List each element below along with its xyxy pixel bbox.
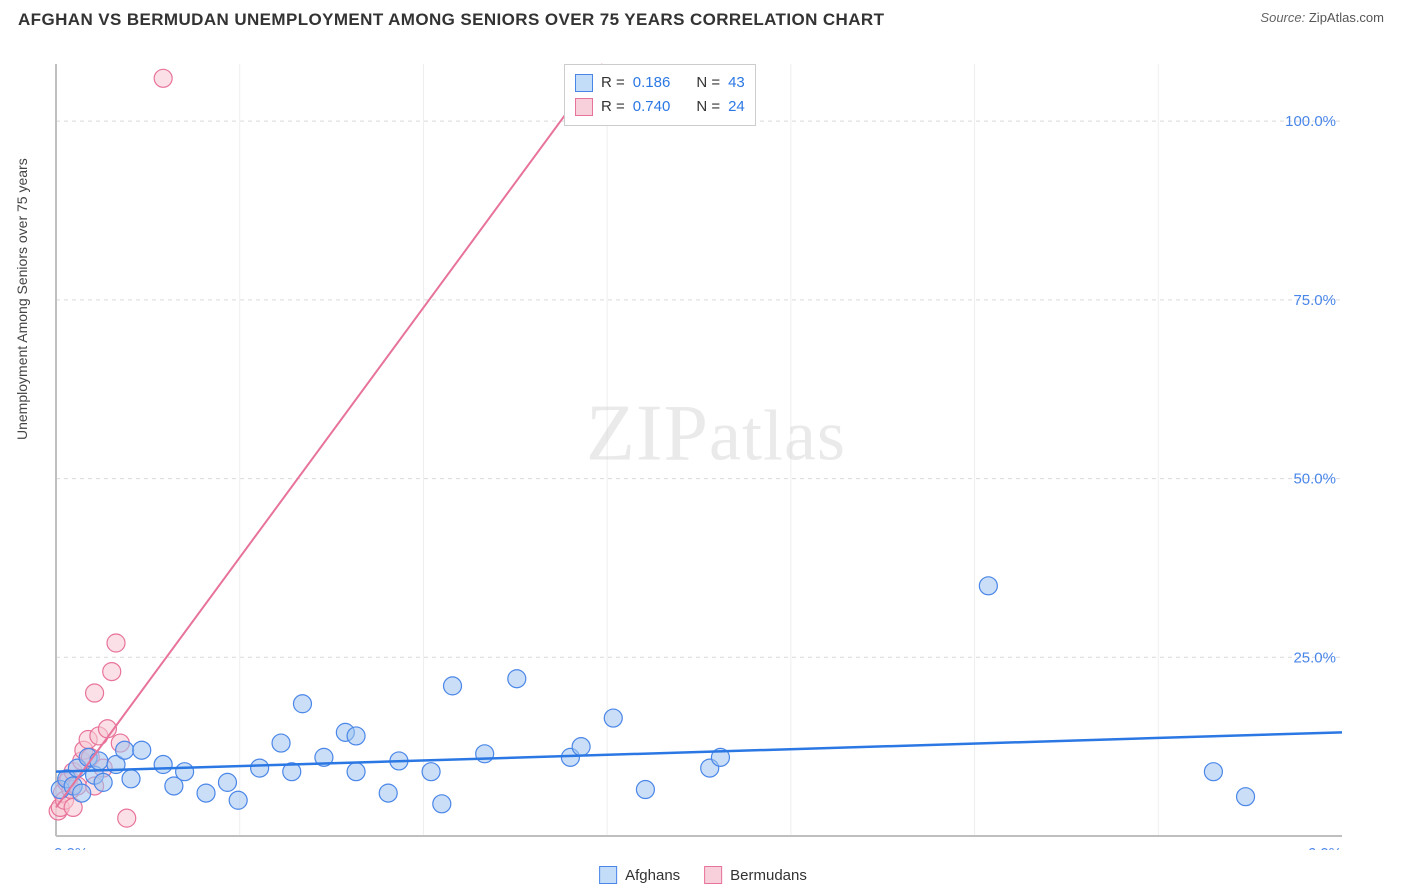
data-point [229,791,247,809]
data-point [293,695,311,713]
n-value: 24 [728,95,745,119]
y-tick-label: 50.0% [1293,471,1336,488]
trend-line [56,64,603,807]
data-point [433,795,451,813]
legend-label: Afghans [625,867,680,884]
n-value: 43 [728,71,745,95]
data-point [197,784,215,802]
y-axis-label: Unemployment Among Seniors over 75 years [14,158,30,440]
n-label: N = [696,71,720,95]
source-value: ZipAtlas.com [1309,10,1384,25]
data-point [218,773,236,791]
y-tick-label: 25.0% [1293,649,1336,666]
data-point [979,577,997,595]
scatter-chart-svg: 25.0% 50.0% 75.0% 100.0% 0.0% 6.0% [48,50,1384,850]
r-value: 0.740 [633,95,671,119]
data-point [133,741,151,759]
r-value: 0.186 [633,71,671,95]
data-point [154,756,172,774]
legend-swatch-icon [599,866,617,884]
y-tick-label: 75.0% [1293,292,1336,309]
data-point [476,745,494,763]
stat-row: R = 0.740 N = 24 [575,95,745,119]
data-point [636,781,654,799]
source-label: Source: [1260,10,1305,25]
data-point [122,770,140,788]
data-point [251,759,269,777]
x-tick-label: 6.0% [1308,845,1342,850]
x-tick-label: 0.0% [54,845,88,850]
data-point [154,69,172,87]
chart-area: 25.0%50.0%75.0%100.0%0.0%6.0% ZIPatlas R… [48,50,1384,850]
data-point [116,741,134,759]
data-point [347,727,365,745]
data-point [94,773,112,791]
n-label: N = [696,95,720,119]
r-label: R = [601,95,625,119]
data-point [1204,763,1222,781]
legend-swatch-icon [575,98,593,116]
data-point [572,738,590,756]
chart-header: AFGHAN VS BERMUDAN UNEMPLOYMENT AMONG SE… [0,0,1406,30]
data-point [90,752,108,770]
legend-item: Bermudans [704,866,807,884]
series-legend: Afghans Bermudans [599,866,807,884]
data-point [176,763,194,781]
data-point [118,809,136,827]
data-point [422,763,440,781]
legend-swatch-icon [575,74,593,92]
chart-title: AFGHAN VS BERMUDAN UNEMPLOYMENT AMONG SE… [18,10,884,30]
correlation-stats-box: R = 0.186 N = 43 R = 0.740 N = 24 [564,64,756,126]
data-point [86,684,104,702]
data-point [604,709,622,727]
data-point [272,734,290,752]
data-point [103,663,121,681]
legend-label: Bermudans [730,867,807,884]
data-point [508,670,526,688]
legend-swatch-icon [704,866,722,884]
data-point [73,784,91,802]
data-point [347,763,365,781]
stat-row: R = 0.186 N = 43 [575,71,745,95]
data-point [1237,788,1255,806]
data-point [379,784,397,802]
data-point [444,677,462,695]
trend-line [56,732,1342,771]
source-attribution: Source: ZipAtlas.com [1260,10,1384,25]
r-label: R = [601,71,625,95]
data-point [107,634,125,652]
legend-item: Afghans [599,866,680,884]
y-tick-label: 100.0% [1285,113,1336,130]
